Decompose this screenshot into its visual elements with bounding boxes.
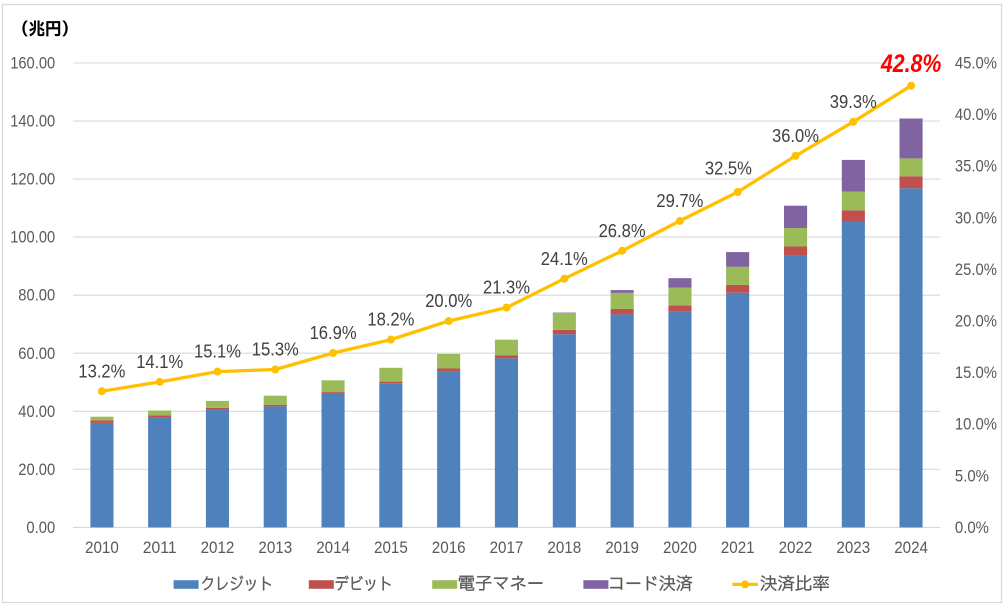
svg-text:0.0%: 0.0%: [955, 519, 989, 537]
svg-text:30.0%: 30.0%: [955, 209, 997, 227]
svg-text:80.00: 80.00: [18, 287, 55, 305]
svg-text:5.0%: 5.0%: [955, 467, 989, 485]
svg-text:2011: 2011: [143, 539, 177, 557]
svg-text:15.3%: 15.3%: [252, 339, 299, 360]
svg-text:2015: 2015: [374, 539, 408, 557]
svg-text:140.00: 140.00: [10, 113, 55, 131]
svg-text:13.2%: 13.2%: [78, 360, 125, 381]
svg-text:39.3%: 39.3%: [830, 91, 877, 112]
svg-text:100.00: 100.00: [10, 229, 55, 247]
svg-text:40.0%: 40.0%: [955, 106, 997, 124]
svg-text:160.00: 160.00: [10, 55, 55, 73]
svg-text:20.0%: 20.0%: [955, 313, 997, 331]
svg-text:24.1%: 24.1%: [541, 248, 588, 269]
svg-text:36.0%: 36.0%: [772, 125, 819, 146]
svg-text:2023: 2023: [836, 539, 870, 557]
svg-text:20.00: 20.00: [18, 461, 55, 479]
svg-text:40.00: 40.00: [18, 403, 55, 421]
svg-text:21.3%: 21.3%: [483, 277, 530, 298]
svg-text:25.0%: 25.0%: [955, 261, 997, 279]
svg-text:45.0%: 45.0%: [955, 55, 997, 73]
svg-text:2010: 2010: [85, 539, 119, 557]
svg-text:15.0%: 15.0%: [955, 364, 997, 382]
svg-text:10.0%: 10.0%: [955, 416, 997, 434]
svg-text:18.2%: 18.2%: [367, 309, 414, 330]
svg-text:14.1%: 14.1%: [136, 351, 183, 372]
svg-text:2012: 2012: [201, 539, 235, 557]
svg-text:120.00: 120.00: [10, 171, 55, 189]
svg-text:2018: 2018: [547, 539, 581, 557]
svg-text:15.1%: 15.1%: [194, 341, 241, 362]
svg-text:2020: 2020: [663, 539, 697, 557]
svg-text:29.7%: 29.7%: [656, 190, 703, 211]
svg-text:60.00: 60.00: [18, 345, 55, 363]
svg-text:2016: 2016: [432, 539, 466, 557]
svg-text:0.00: 0.00: [26, 519, 55, 537]
svg-text:2013: 2013: [258, 539, 292, 557]
svg-text:2019: 2019: [605, 539, 639, 557]
svg-text:16.9%: 16.9%: [310, 322, 357, 343]
svg-text:20.0%: 20.0%: [425, 290, 472, 311]
svg-text:35.0%: 35.0%: [955, 158, 997, 176]
svg-text:2024: 2024: [894, 539, 928, 557]
svg-text:2017: 2017: [490, 539, 524, 557]
svg-text:26.8%: 26.8%: [599, 220, 646, 241]
svg-text:2014: 2014: [316, 539, 350, 557]
svg-text:32.5%: 32.5%: [705, 157, 752, 178]
svg-text:42.8%: 42.8%: [880, 50, 941, 78]
svg-text:2022: 2022: [779, 539, 813, 557]
svg-text:2021: 2021: [721, 539, 755, 557]
